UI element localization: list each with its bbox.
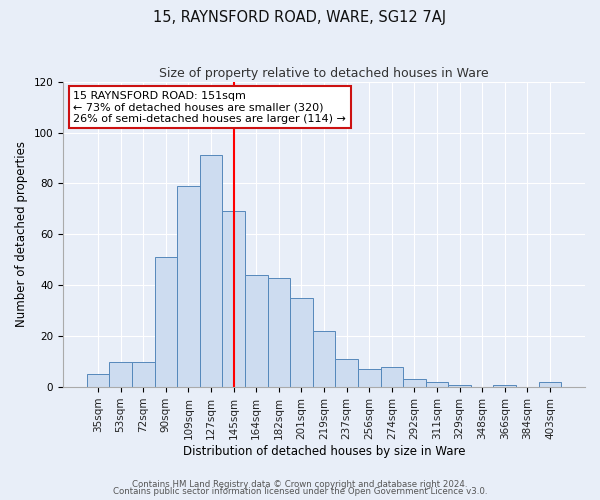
Bar xyxy=(448,384,471,387)
Text: Contains public sector information licensed under the Open Government Licence v3: Contains public sector information licen… xyxy=(113,487,487,496)
Bar xyxy=(403,380,425,387)
Bar xyxy=(539,382,561,387)
Bar xyxy=(223,212,245,387)
Bar xyxy=(177,186,200,387)
Text: 15 RAYNSFORD ROAD: 151sqm
← 73% of detached houses are smaller (320)
26% of semi: 15 RAYNSFORD ROAD: 151sqm ← 73% of detac… xyxy=(73,91,346,124)
Bar xyxy=(268,278,290,387)
Bar xyxy=(155,258,177,387)
Bar xyxy=(493,384,516,387)
Bar xyxy=(380,366,403,387)
Bar xyxy=(313,331,335,387)
Bar xyxy=(425,382,448,387)
Text: 15, RAYNSFORD ROAD, WARE, SG12 7AJ: 15, RAYNSFORD ROAD, WARE, SG12 7AJ xyxy=(154,10,446,25)
Bar xyxy=(200,156,223,387)
Bar xyxy=(290,298,313,387)
Bar xyxy=(358,370,380,387)
Bar xyxy=(245,275,268,387)
X-axis label: Distribution of detached houses by size in Ware: Distribution of detached houses by size … xyxy=(183,444,465,458)
Bar xyxy=(132,362,155,387)
Y-axis label: Number of detached properties: Number of detached properties xyxy=(15,142,28,328)
Bar xyxy=(335,359,358,387)
Title: Size of property relative to detached houses in Ware: Size of property relative to detached ho… xyxy=(159,68,489,80)
Bar xyxy=(109,362,132,387)
Bar xyxy=(87,374,109,387)
Text: Contains HM Land Registry data © Crown copyright and database right 2024.: Contains HM Land Registry data © Crown c… xyxy=(132,480,468,489)
